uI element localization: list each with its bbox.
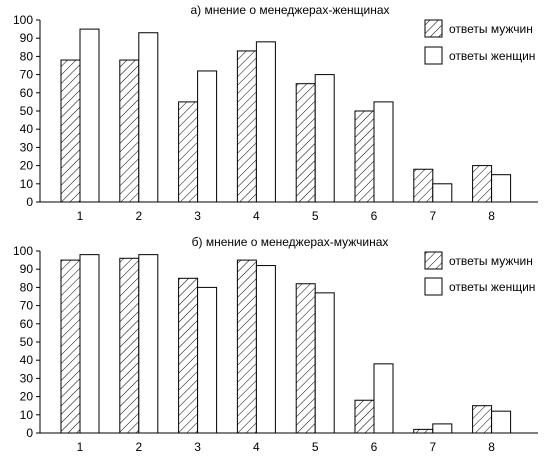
bar-women-6: [373, 363, 394, 434]
chart-b: б) мнение о менеджерах-мужчинах 0 10 20 30 40…: [13, 235, 538, 454]
y-tick-label: 70: [20, 68, 34, 82]
y-tick-label: 20: [20, 390, 34, 404]
x-tick-label: 3: [194, 209, 201, 223]
x-tick-label: 5: [312, 209, 319, 223]
chart-title: б) мнение о менеджерах-мужчинах: [192, 235, 389, 249]
x-tick-label: 1: [77, 209, 84, 223]
y-tick-label: 40: [20, 122, 34, 136]
y-tick-label: 20: [20, 159, 34, 173]
legend-swatch-women: [424, 46, 443, 65]
bar-men-1: [60, 259, 81, 434]
x-tick-label: 4: [253, 440, 260, 454]
y-tick-label: 50: [20, 335, 34, 349]
bar-women-8: [491, 174, 512, 203]
x-tick-label: 3: [194, 440, 201, 454]
bar-women-2: [138, 32, 159, 203]
legend-label-men: ответы мужчин: [449, 22, 533, 36]
bar-women-8: [491, 410, 512, 434]
bar-women-3: [197, 286, 218, 434]
legend-swatch-men: [424, 251, 443, 270]
bar-women-5: [314, 74, 335, 203]
y-tick-label: 90: [20, 262, 34, 276]
y-tick-label: 40: [20, 353, 34, 367]
bar-women-7: [432, 183, 453, 203]
bar-men-3: [178, 101, 199, 203]
x-tick-label: 2: [135, 209, 142, 223]
bar-men-3: [178, 277, 199, 434]
bar-women-1: [79, 28, 100, 203]
y-tick-label: 80: [20, 280, 34, 294]
x-tick-label: 6: [371, 440, 378, 454]
y-tick-label: 70: [20, 299, 34, 313]
y-tick-label: 30: [20, 140, 34, 154]
y-tick-label: 0: [26, 195, 33, 209]
y-tick-label: 0: [26, 426, 33, 440]
legend-label-men: ответы мужчин: [449, 254, 533, 268]
x-tick-label: 6: [371, 209, 378, 223]
chart-a: а) мнение о менеджерах-женщинах 0 10 20 30 40…: [13, 3, 538, 223]
x-tick-label: 5: [312, 440, 319, 454]
bar-women-5: [314, 292, 335, 434]
y-tick-label: 10: [20, 177, 34, 191]
bar-men-8: [472, 165, 493, 203]
y-tick-label: 10: [20, 408, 34, 422]
x-tick-label: 7: [429, 440, 436, 454]
bar-women-4: [255, 41, 276, 203]
y-tick-label: 100: [13, 13, 33, 27]
legend-label-women: ответы женщин: [449, 49, 535, 63]
bar-women-3: [197, 70, 218, 203]
bar-men-4: [236, 259, 257, 434]
legend-swatch-women: [424, 277, 443, 296]
bar-men-6: [354, 399, 375, 434]
legend-swatch-men: [424, 19, 443, 38]
x-tick-label: 1: [77, 440, 84, 454]
bar-women-2: [138, 254, 159, 434]
bar-men-5: [295, 283, 316, 434]
bar-women-6: [373, 101, 394, 203]
y-tick-label: 60: [20, 317, 34, 331]
bar-men-4: [236, 50, 257, 203]
x-tick-label: 4: [253, 209, 260, 223]
x-tick-label: 8: [488, 209, 495, 223]
y-tick-label: 90: [20, 31, 34, 45]
y-tick-label: 80: [20, 49, 34, 63]
bar-men-7: [413, 168, 434, 203]
x-tick-label: 7: [429, 209, 436, 223]
bar-men-2: [119, 59, 140, 203]
bar-men-7: [413, 428, 434, 434]
bar-men-8: [472, 405, 493, 434]
bar-men-1: [60, 59, 81, 203]
bar-women-7: [432, 423, 453, 434]
y-tick-label: 50: [20, 104, 34, 118]
bar-women-4: [255, 265, 276, 434]
bar-men-6: [354, 110, 375, 203]
chart-title: а) мнение о менеджерах-женщинах: [190, 3, 389, 17]
x-tick-label: 2: [135, 440, 142, 454]
y-tick-label: 30: [20, 371, 34, 385]
legend-label-women: ответы женщин: [449, 280, 535, 294]
bar-women-1: [79, 254, 100, 434]
y-tick-label: 60: [20, 86, 34, 100]
y-tick-label: 100: [13, 244, 33, 258]
x-tick-label: 8: [488, 440, 495, 454]
bar-men-5: [295, 83, 316, 203]
bar-men-2: [119, 257, 140, 434]
